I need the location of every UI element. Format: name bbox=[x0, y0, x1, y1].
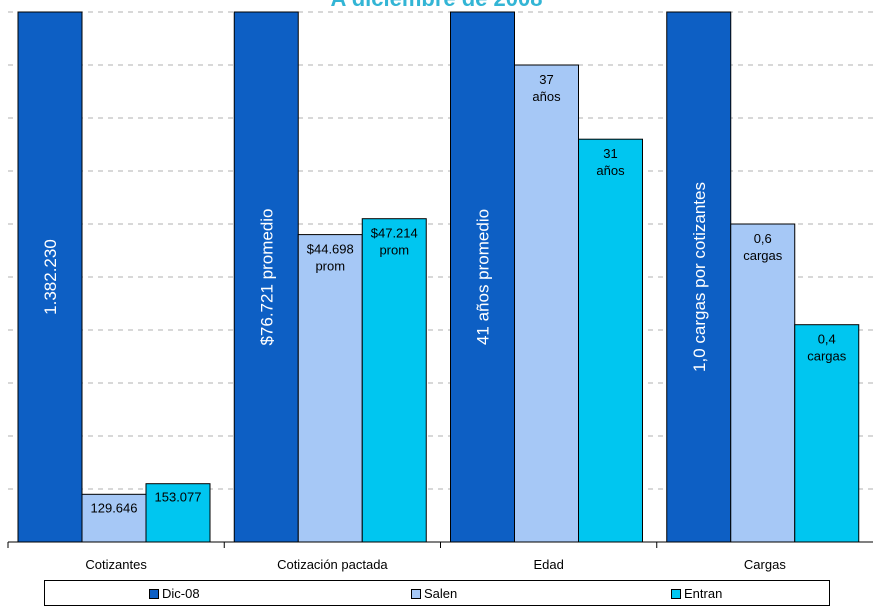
chart-title: A diciembre de 2008 bbox=[0, 0, 873, 12]
data-label: prom bbox=[315, 259, 345, 274]
x-tick-label: Cotización pactada bbox=[277, 557, 388, 572]
legend-item-dic-08: Dic-08 bbox=[149, 586, 200, 601]
data-label: cargas bbox=[743, 248, 783, 263]
data-label: 0,6 bbox=[754, 231, 772, 246]
data-label: años bbox=[596, 163, 625, 178]
legend-swatch-dic-08 bbox=[149, 588, 159, 599]
x-tick-label: Cotizantes bbox=[85, 557, 147, 572]
bar-entran-cargas bbox=[794, 324, 860, 543]
data-label: 129.646 bbox=[91, 500, 138, 515]
bar-salen-cotizacion-pactada bbox=[297, 234, 363, 543]
legend-item-entran: Entran bbox=[671, 586, 722, 601]
legend-swatch-salen bbox=[411, 588, 421, 599]
data-label: 153.077 bbox=[155, 490, 202, 505]
data-label: 31 bbox=[603, 146, 617, 161]
legend-swatch-entran bbox=[671, 588, 681, 599]
data-label: 0,4 bbox=[818, 332, 836, 347]
data-label: años bbox=[532, 89, 561, 104]
data-label: 1,0 cargas por cotizantes bbox=[690, 182, 709, 372]
legend-label-dic-08: Dic-08 bbox=[162, 586, 200, 601]
data-label: cargas bbox=[807, 349, 847, 364]
bar-entran-edad bbox=[578, 138, 643, 543]
legend-item-salen: Salen bbox=[411, 586, 457, 601]
bar-dic-08-edad bbox=[450, 11, 515, 543]
bar-entran-cotizantes bbox=[145, 483, 211, 543]
bar-entran-cotizacion-pactada bbox=[361, 218, 427, 543]
bar-dic-08-cargas bbox=[666, 11, 732, 543]
data-label: prom bbox=[379, 243, 409, 258]
legend-label-entran: Entran bbox=[684, 586, 723, 601]
chart-legend: Dic-08 Salen Entran bbox=[44, 580, 830, 606]
bar-salen-edad bbox=[514, 64, 579, 543]
data-label: 37 bbox=[539, 72, 553, 87]
legend-label-salen: Salen bbox=[424, 586, 458, 601]
data-label: $76.721 promedio bbox=[257, 208, 276, 345]
x-tick-label: Cargas bbox=[744, 557, 786, 572]
data-label: $44.698 bbox=[307, 242, 354, 257]
x-tick-label: Edad bbox=[533, 557, 563, 572]
bar-dic-08-cotizantes bbox=[17, 11, 83, 543]
data-label: 41 años promedio bbox=[474, 209, 493, 345]
data-label: 1.382.230 bbox=[41, 239, 60, 315]
bar-dic-08-cotizacion-pactada bbox=[233, 11, 299, 543]
bar-salen-cargas bbox=[730, 223, 796, 543]
data-label: $47.214 bbox=[371, 226, 418, 241]
